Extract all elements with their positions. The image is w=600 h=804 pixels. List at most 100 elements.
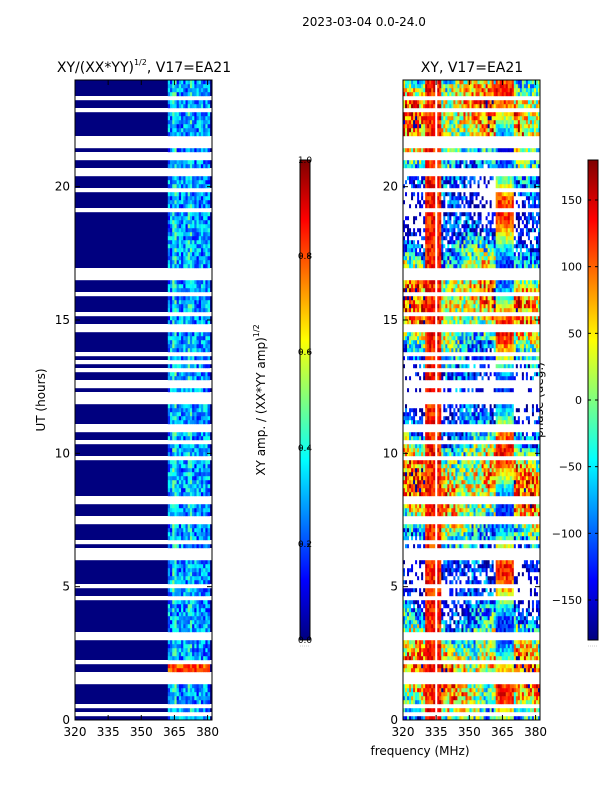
phase-heatmap-cell — [409, 708, 412, 713]
amp-heatmap-cell — [194, 332, 197, 337]
phase-heatmap-cell — [443, 580, 446, 585]
amp-heatmap-cell — [203, 148, 206, 153]
phase-heatmap-cell — [527, 576, 531, 581]
amp-heatmap-cell — [194, 412, 197, 417]
phase-heatmap-cell — [525, 580, 529, 585]
phase-heatmap-cell — [469, 572, 472, 577]
amp-heatmap-cell — [167, 528, 171, 533]
phase-heatmap-cell — [477, 600, 480, 605]
phase-heatmap-cell — [425, 656, 428, 661]
phase-heatmap-cell — [403, 716, 406, 721]
phase-heatmap-cell — [509, 564, 513, 569]
amp-flagged-row — [75, 368, 212, 373]
amp-heatmap-cell — [192, 340, 195, 345]
amp-heatmap-cell — [176, 696, 180, 701]
amp-heatmap-cell — [192, 260, 195, 265]
amp-heatmap-cell — [181, 80, 184, 85]
amp-heatmap-cell — [192, 100, 195, 105]
phase-heatmap-cell — [453, 504, 456, 509]
phase-heatmap-cell — [493, 692, 496, 697]
phase-heatmap-cell — [525, 696, 529, 701]
amp-heatmap-cell — [178, 652, 182, 657]
amp-heatmap-cell — [181, 220, 184, 225]
amp-heatmap-cell — [192, 628, 195, 633]
phase-heatmap-cell — [475, 644, 478, 649]
phase-heatmap-cell — [495, 648, 498, 653]
amp-heatmap-cell — [200, 588, 204, 593]
amp-flagged-row — [75, 712, 212, 717]
phase-heatmap-cell — [535, 544, 539, 549]
amp-heatmap-cell — [183, 560, 186, 565]
phase-heatmap-cell — [475, 532, 478, 537]
amp-flagged-row — [75, 272, 212, 277]
amp-heatmap-cell — [167, 372, 171, 377]
amp-heatmap-cell — [167, 472, 171, 477]
amp-heatmap-cell — [176, 524, 180, 529]
amp-heatmap-cell — [178, 252, 182, 257]
phase-heatmap-cell — [461, 692, 464, 697]
phase-heatmap-cell — [431, 484, 434, 489]
amp-heatmap-cell — [192, 320, 195, 325]
phase-heatmap-cell — [507, 644, 511, 649]
amp-heatmap-cell — [194, 688, 197, 693]
amp-heatmap-cell — [174, 212, 177, 217]
amp-heatmap-cell — [196, 528, 200, 533]
phase-heatmap-cell — [445, 560, 448, 565]
phase-heatmap-cell — [459, 688, 462, 693]
phase-heatmap-cell — [447, 576, 450, 581]
phase-heatmap-cell — [517, 592, 521, 597]
phase-heatmap-cell — [437, 568, 440, 573]
phase-heatmap-cell — [531, 504, 535, 509]
amp-heatmap-cell — [181, 296, 184, 301]
phase-heatmap-cell — [513, 648, 517, 653]
phase-heatmap-cell — [521, 652, 525, 657]
phase-heatmap-cell — [409, 688, 412, 693]
phase-heatmap-cell — [415, 620, 418, 625]
phase-heatmap-cell — [451, 688, 454, 693]
phase-heatmap-cell — [527, 648, 531, 653]
phase-heatmap-cell — [521, 696, 525, 701]
amp-heatmap-cell — [185, 348, 188, 353]
amp-heatmap-cell — [198, 200, 202, 205]
phase-heatmap-cell — [445, 592, 448, 597]
phase-heatmap-cell — [483, 588, 486, 593]
phase-heatmap-cell — [529, 600, 533, 605]
phase-heatmap-cell — [431, 508, 434, 513]
phase-heatmap-cell — [493, 572, 496, 577]
amp-heatmap-cell — [181, 580, 184, 585]
phase-heatmap-cell — [479, 544, 482, 549]
phase-heatmap-cell — [449, 668, 452, 673]
phase-heatmap-cell — [417, 484, 420, 489]
phase-heatmap-cell — [453, 620, 456, 625]
phase-heatmap-cell — [463, 608, 466, 613]
amp-heatmap-cell — [192, 432, 195, 437]
phase-heatmap-cell — [471, 656, 474, 661]
phase-heatmap-cell — [433, 544, 436, 549]
phase-heatmap-cell — [483, 488, 486, 493]
amp-heatmap-cell — [194, 684, 197, 689]
amp-heatmap-cell — [183, 164, 186, 169]
phase-heatmap-cell — [483, 604, 486, 609]
amp-heatmap-layer — [75, 80, 212, 721]
amp-heatmap-cell — [198, 176, 202, 181]
phase-heatmap-cell — [477, 564, 480, 569]
amp-heatmap-cell — [176, 180, 180, 185]
amp-heatmap-cell — [174, 100, 177, 105]
amp-heatmap-cell — [205, 716, 208, 721]
phase-heatmap-cell — [437, 616, 440, 621]
amp-heatmap-cell — [172, 264, 175, 269]
amp-heatmap-cell — [207, 112, 211, 117]
amp-heatmap-cell — [172, 420, 175, 425]
amp-heatmap-cell — [167, 420, 171, 425]
phase-heatmap-cell — [423, 572, 426, 577]
phase-heatmap-cell — [451, 536, 454, 541]
phase-heatmap-cell — [407, 564, 410, 569]
phase-heatmap-cell — [461, 664, 464, 669]
amp-heatmap-cell — [174, 84, 177, 89]
phase-heatmap-cell — [427, 484, 430, 489]
phase-heatmap-cell — [451, 576, 454, 581]
amp-heatmap-cell — [176, 656, 180, 661]
amp-heatmap-cell — [203, 284, 206, 289]
phase-heatmap-cell — [463, 592, 466, 597]
phase-heatmap-cell — [425, 664, 428, 669]
